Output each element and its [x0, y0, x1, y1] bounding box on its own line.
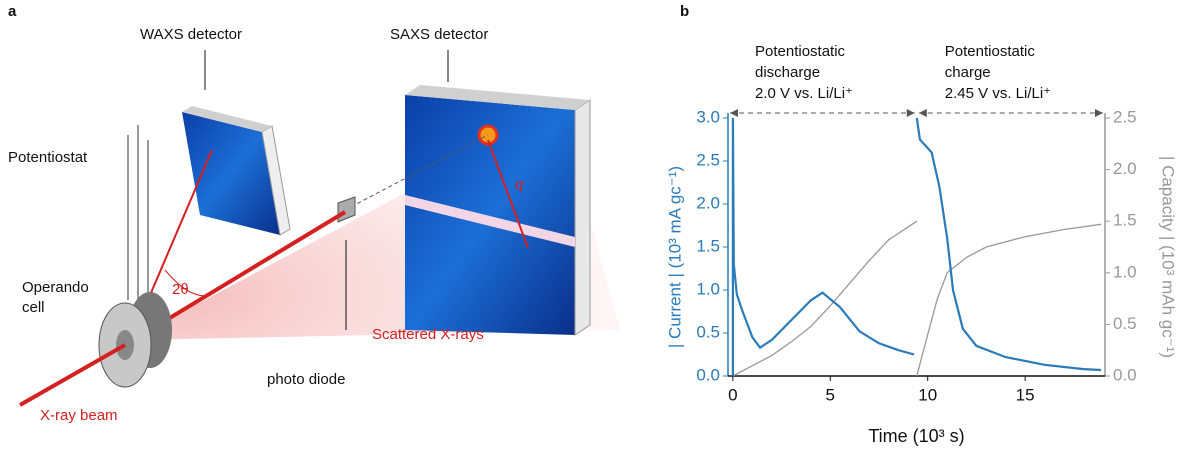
annotation: Potentiostatic	[945, 43, 1036, 60]
label: q	[515, 176, 524, 193]
y2-tick-label: 2.0	[1113, 159, 1137, 178]
label: SAXS detector	[390, 26, 488, 43]
dashed-beam	[344, 134, 489, 211]
y-tick-label: 1.5	[696, 236, 720, 255]
y2-tick-label: 2.5	[1113, 107, 1137, 126]
x-tick-label: 10	[918, 385, 937, 404]
y-axis-label: | Current | (10³ mA gc⁻¹)	[665, 166, 684, 348]
y-tick-label: 3.0	[696, 107, 720, 126]
y2-tick-label: 0.0	[1113, 365, 1137, 384]
saxs-detector	[405, 95, 575, 335]
y2-axis-label: | Capacity | (10³ mAh gc⁻¹)	[1159, 156, 1178, 358]
annotation: Potentiostatic	[755, 43, 846, 60]
annotation: 2.0 V vs. Li/Li⁺	[755, 85, 853, 102]
x-tick-label: 5	[826, 385, 835, 404]
label: cell	[22, 299, 45, 316]
label: 2θ	[172, 281, 189, 298]
y-tick-label: 2.0	[696, 193, 720, 212]
waxs-detector	[182, 112, 280, 235]
photo-diode	[337, 196, 356, 223]
saxs-side	[574, 99, 591, 336]
q-arrow	[487, 139, 529, 249]
annotation: charge	[945, 64, 991, 81]
y2-tick-label: 0.5	[1113, 314, 1137, 333]
angle-arc	[164, 269, 211, 297]
label: photo diode	[267, 371, 345, 388]
x-tick-label: 0	[728, 385, 737, 404]
y2-tick-label: 1.0	[1113, 262, 1137, 281]
label: Potentiostat	[8, 149, 88, 166]
annotation: 2.45 V vs. Li/Li⁺	[945, 85, 1051, 102]
panel-b: b 0.0 0.5 1.0 1.5 2.0 2.5 3.0 0.0 0.5 1.0 1.5 2.0 2.…	[665, 3, 1177, 446]
panel-letter: a	[8, 3, 17, 20]
series-line	[732, 220, 1102, 377]
y-tick-label: 0.5	[696, 322, 720, 341]
annotation: discharge	[755, 64, 820, 81]
y-tick-label: 0.0	[696, 365, 720, 384]
x-axis-label: Time (10³ s)	[868, 426, 964, 446]
beamstop-shadow	[405, 195, 575, 247]
waxs-top	[182, 106, 272, 132]
y-tick-label: 1.0	[696, 279, 720, 298]
label: WAXS detector	[140, 26, 242, 43]
saxs-top	[405, 85, 590, 110]
y-tick-label: 2.5	[696, 150, 720, 169]
series-line	[731, 117, 1102, 376]
label: Operando	[22, 279, 89, 296]
incident-beam	[19, 343, 126, 407]
panel-letter: b	[680, 3, 689, 20]
label: X-ray beam	[40, 407, 118, 424]
panel-a: a WAXS detector SAXS detector Potentiost…	[8, 3, 620, 424]
label: Scattered X-rays	[372, 326, 484, 343]
x-tick-label: 15	[1016, 385, 1035, 404]
y2-tick-label: 1.5	[1113, 211, 1137, 230]
